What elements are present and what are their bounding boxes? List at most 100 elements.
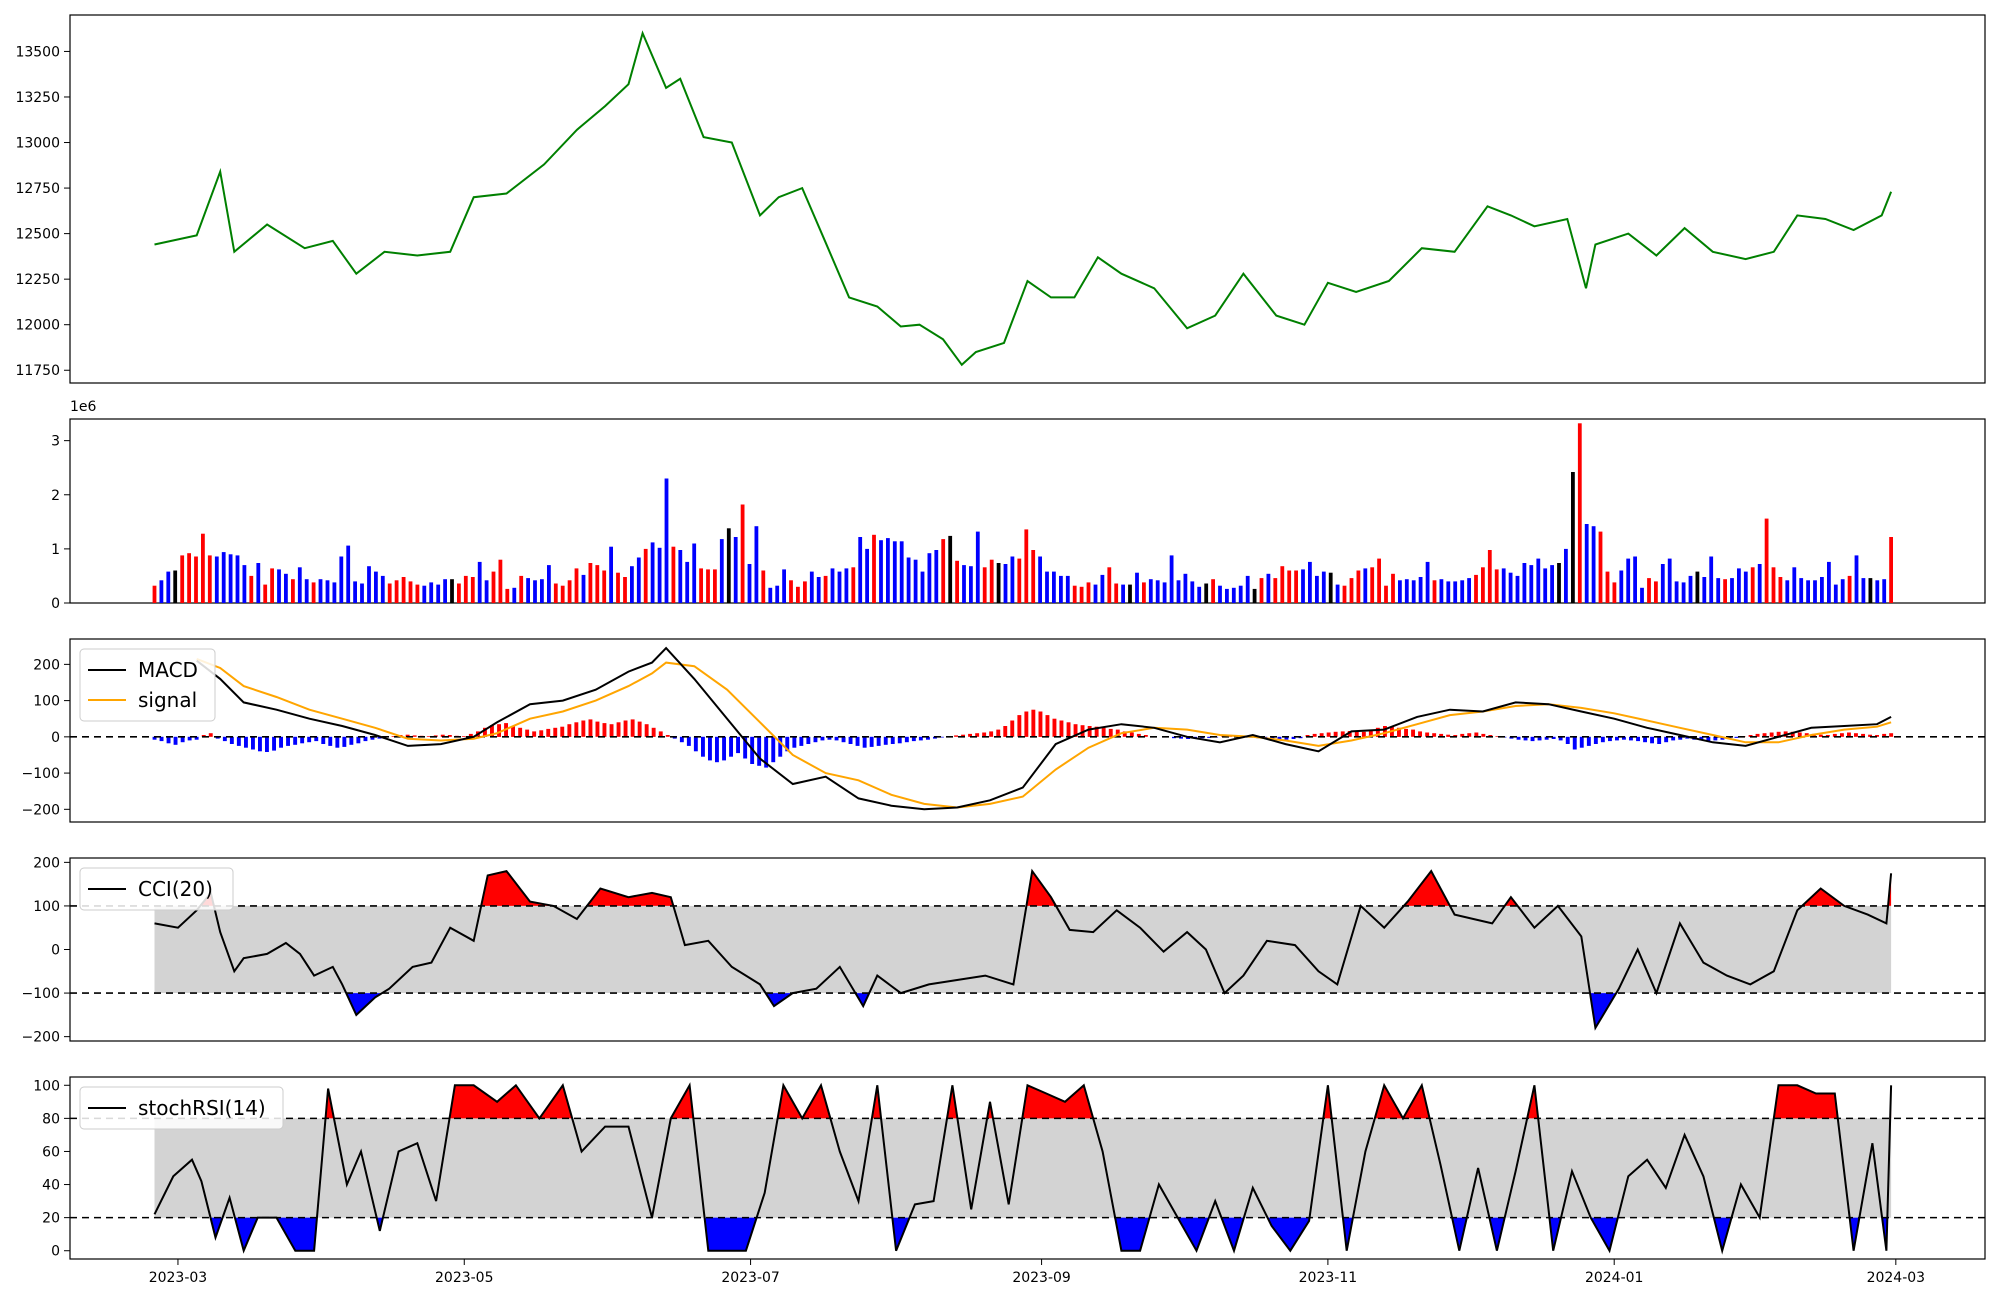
stochrsi-ytick-label: 40 (42, 1178, 60, 1194)
volume-bar (865, 548, 869, 603)
volume-bar (1550, 565, 1554, 603)
volume-bar (1571, 472, 1575, 603)
cci-oversold-fill (1590, 993, 1617, 1028)
macd-histogram-bar (1179, 736, 1183, 739)
volume-bar (512, 587, 517, 603)
macd-histogram-bar (933, 736, 937, 739)
macd-histogram-bar (1319, 733, 1324, 737)
volume-bar (1515, 575, 1520, 603)
macd-histogram-bar (229, 736, 234, 744)
macd-histogram-bar (757, 736, 762, 766)
macd-histogram-bar (1052, 718, 1057, 737)
volume-bar (941, 539, 946, 603)
cci-ytick-label: 100 (33, 899, 60, 915)
volume-bar (803, 581, 807, 603)
macd-histogram-bar (377, 736, 382, 739)
volume-bar (1190, 581, 1195, 603)
macd-ytick-label: 0 (51, 730, 60, 746)
volume-bar (159, 580, 164, 603)
cci-ytick-label: 200 (33, 855, 60, 871)
macd-histogram-bar (1495, 736, 1500, 737)
macd-histogram-bar (736, 736, 740, 754)
macd-histogram-bar (1073, 724, 1078, 737)
macd-histogram-bar (1087, 726, 1092, 737)
macd-histogram-bar (307, 736, 312, 743)
volume-bar (1183, 573, 1188, 603)
macd-histogram-bar (468, 733, 473, 737)
macd-histogram-bar (743, 736, 748, 759)
macd-histogram-bar (173, 736, 178, 745)
volume-bar (713, 569, 717, 603)
volume-bar (484, 580, 489, 603)
macd-histogram-bar (560, 726, 565, 737)
x-tick-label: 2023-05 (435, 1270, 494, 1286)
stochrsi-oversold-fill (1452, 1217, 1467, 1251)
volume-bar (602, 570, 607, 603)
volume-bar (249, 575, 254, 603)
volume-bar (1287, 570, 1292, 603)
stochrsi-overbought-fill (1022, 1085, 1094, 1119)
macd-histogram-bar (1720, 736, 1725, 740)
macd-histogram-bar (461, 736, 466, 737)
volume-bar (913, 559, 918, 603)
stochrsi-ytick-label: 0 (51, 1244, 60, 1260)
macd-histogram-bar (897, 736, 902, 744)
macd-histogram-bar (1284, 736, 1289, 740)
volume-bar (1778, 577, 1783, 603)
volume-bar (1626, 558, 1631, 603)
macd-histogram-bar (1368, 729, 1373, 737)
macd-histogram-bar (1600, 736, 1605, 743)
macd-histogram-bar (159, 736, 164, 742)
volume-bar (533, 580, 537, 603)
macd-histogram-bar (1657, 736, 1662, 744)
volume-bar (1425, 561, 1430, 603)
macd-histogram-bar (1882, 733, 1887, 737)
macd-histogram-bar (1818, 734, 1823, 737)
macd-histogram-bar (1017, 715, 1022, 737)
volume-bar (1280, 566, 1285, 603)
volume-bar (830, 568, 835, 603)
volume-bar (1162, 582, 1167, 603)
volume-bar (1702, 577, 1707, 603)
macd-histogram-bar (1354, 731, 1359, 737)
volume-bar (173, 570, 178, 603)
macd-histogram-bar (883, 736, 888, 745)
macd-histogram-bar (588, 719, 593, 737)
x-tick-label: 2023-09 (1012, 1270, 1071, 1286)
macd-histogram-bar (1825, 735, 1830, 737)
macd-legend-label: signal (138, 688, 197, 712)
volume-bar (540, 579, 544, 603)
stochrsi-panel: 0 20 40 60 80 100 stochRSI(14) 2023-03 2023-05 20… (33, 1076, 1986, 1286)
macd-histogram-bar (440, 734, 445, 737)
volume-bar (1121, 584, 1125, 603)
volume-bar (1197, 586, 1202, 603)
volume-bar (1529, 565, 1534, 603)
price-ytick-label: 12000 (15, 318, 60, 334)
volume-bar (1640, 587, 1644, 603)
volume-bar (408, 581, 413, 603)
volume-bar (844, 568, 849, 603)
macd-histogram-bar (1488, 735, 1493, 737)
macd-legend-box (79, 648, 216, 722)
macd-histogram-bar (1010, 720, 1015, 737)
volume-bar (623, 577, 627, 603)
volume-bar (380, 575, 385, 603)
volume-bar (1135, 572, 1139, 603)
macd-histogram-bar (349, 736, 354, 745)
macd-histogram-bar (623, 720, 628, 737)
macd-histogram-bar (166, 736, 171, 744)
macd-histogram-bar (855, 736, 860, 746)
macd-histogram-bar (1593, 736, 1598, 744)
macd-histogram-bar (152, 736, 157, 740)
volume-bar (1612, 582, 1617, 603)
volume-bar (678, 550, 683, 603)
stochrsi-oversold-fill (1489, 1217, 1505, 1251)
macd-histogram-bar (370, 736, 375, 740)
macd-histogram-bar (1172, 736, 1176, 739)
volume-bar (685, 561, 690, 603)
volume-bar (332, 582, 337, 603)
volume-bar (630, 566, 634, 603)
volume-panel: 0 1 2 3 1e6 (51, 399, 1986, 612)
volume-bar (1764, 518, 1769, 603)
volume-bar (1225, 588, 1229, 603)
